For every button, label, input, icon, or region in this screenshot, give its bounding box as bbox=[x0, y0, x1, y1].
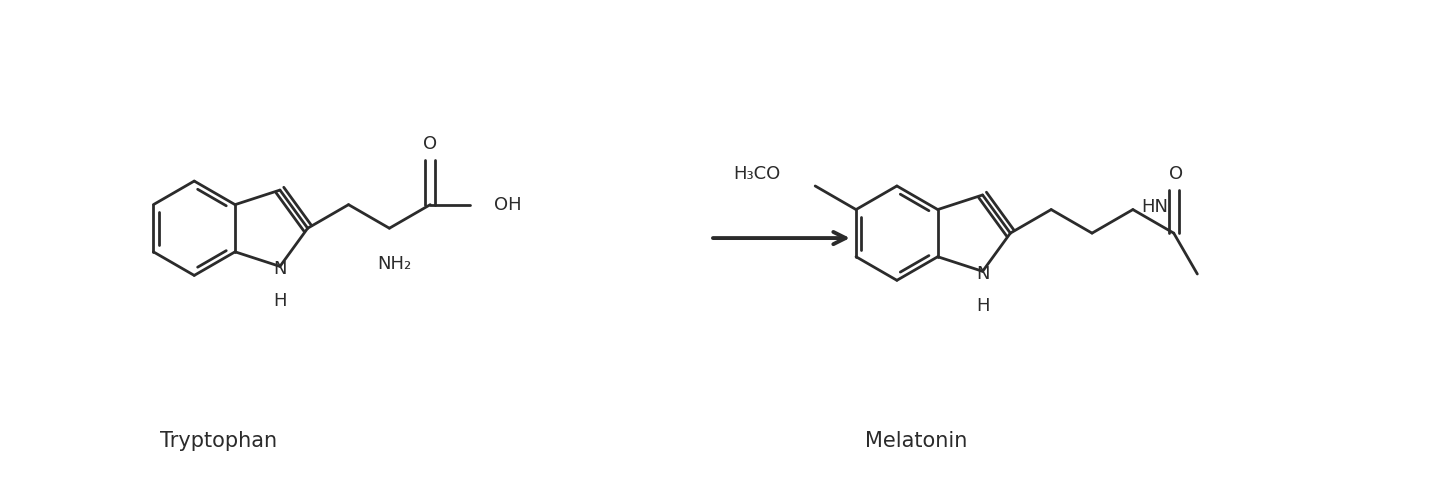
Text: N: N bbox=[274, 260, 287, 278]
Text: H: H bbox=[976, 297, 989, 315]
Text: OH: OH bbox=[494, 196, 521, 213]
Text: H₃CO: H₃CO bbox=[733, 165, 780, 183]
Text: O: O bbox=[1169, 165, 1182, 183]
Text: H: H bbox=[274, 292, 287, 310]
Text: NH₂: NH₂ bbox=[377, 255, 412, 272]
Text: HN: HN bbox=[1140, 198, 1168, 215]
Text: Melatonin: Melatonin bbox=[865, 431, 968, 452]
Text: O: O bbox=[423, 135, 438, 153]
Text: N: N bbox=[976, 265, 989, 283]
Text: Tryptophan: Tryptophan bbox=[160, 431, 278, 452]
